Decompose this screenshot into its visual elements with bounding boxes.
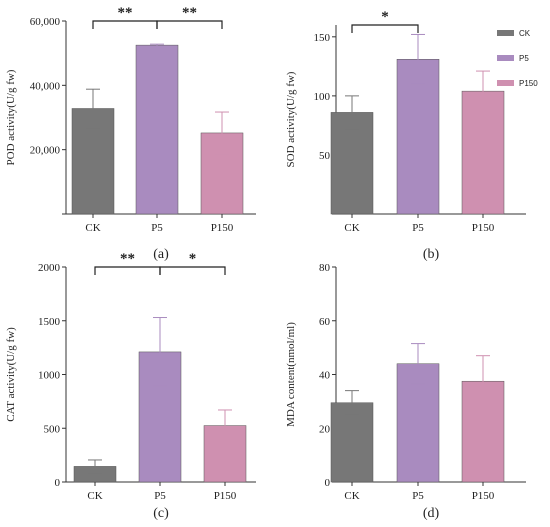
x-tick-label: P5 [151,222,163,234]
y-axis-label: CAT activity(U/g fw) [5,327,17,422]
legend-swatch-p5 [497,55,514,61]
y-axis-label: POD activity(U/g fw) [5,69,17,165]
error-bar-p5 [411,33,425,85]
significance-bracket: ** [94,251,161,275]
significance-label: * [381,9,389,25]
panel-label: (d) [423,506,440,521]
panel-b: 50 100 150 SOD activity(U/g fw) CK P5 P150 * (b) [285,9,526,262]
error-bar-ck [345,95,359,130]
panel-a: 20,000 40,000 60,000 POD activity(U/g fw) CK… [5,5,256,262]
x-tick-label: P5 [154,490,166,502]
panel-label: (c) [153,506,169,521]
bar-p5 [135,44,179,215]
x-tick-label: CK [344,222,359,234]
error-bar-ck [88,459,102,474]
significance-bracket: * [159,251,226,275]
y-tick-label: 0 [55,477,61,489]
x-tick-label: P150 [472,490,495,502]
legend-swatch-p150 [497,80,514,86]
bracket-line [159,266,226,275]
significance-label: * [189,251,197,267]
significance-bracket: ** [156,5,223,29]
error-bar-p150 [215,111,229,155]
x-tick-label: P150 [214,490,237,502]
error-bar-p150 [218,409,232,442]
error-bar-p5 [411,343,425,385]
y-tick-label: 0 [325,477,331,489]
bracket-line [92,20,158,29]
y-tick-label: 60 [319,316,331,328]
y-tick-label: 40 [319,370,331,382]
error-bar-ck [86,88,100,129]
y-tick-label: 60,000 [30,16,61,28]
x-tick-label: P150 [211,222,234,234]
x-tick-label: P5 [412,222,424,234]
error-bar-ck [345,390,359,416]
y-tick-label: 40,000 [30,80,61,92]
error-bar-p5 [153,317,167,387]
bracket-line [156,20,223,29]
x-tick-label: CK [87,490,102,502]
y-axis-label: SOD activity(U/g fw) [285,71,297,167]
x-tick-label: P150 [472,222,495,234]
legend-swatch-ck [497,30,514,36]
x-tick-label: P5 [412,490,424,502]
y-tick-label: 80 [319,262,331,274]
y-tick-label: 1000 [38,370,61,382]
bar-ck [330,402,374,483]
error-bar-p150 [476,355,490,408]
bracket-line [351,24,419,33]
legend: CK P5 P150 [497,29,538,88]
error-bar-p150 [476,70,490,112]
y-tick-label: 100 [314,91,331,103]
significance-label: ** [120,251,135,267]
x-tick-label: CK [85,222,100,234]
y-tick-label: 2000 [38,262,61,274]
panel-c: 0 500 1000 1500 2000 CAT activity(U/g fw) CK P5… [5,251,256,521]
bracket-line [94,266,161,275]
significance-bracket: ** [92,5,158,29]
y-axis-label: MDA content(nmol/ml) [285,322,297,427]
x-tick-label: CK [344,490,359,502]
significance-label: ** [182,5,197,21]
significance-bracket: * [351,9,419,33]
significance-label: ** [118,5,133,21]
panel-d: 0 20 40 60 80 MDA content(nmol/ml) CK P5 P150 (d) [285,262,526,521]
y-tick-label: 20,000 [30,145,61,157]
y-tick-label: 1500 [38,316,61,328]
panel-label: (b) [423,247,440,262]
error-bar-p5 [150,43,164,47]
y-tick-label: 500 [44,423,61,435]
legend-label-p5: P5 [519,54,529,63]
y-tick-label: 20 [319,423,331,435]
legend-label-ck: CK [519,29,531,38]
y-tick-label: 150 [314,32,331,44]
y-tick-label: 50 [319,150,331,162]
panel-label: (a) [153,247,169,262]
legend-label-p150: P150 [519,79,538,88]
